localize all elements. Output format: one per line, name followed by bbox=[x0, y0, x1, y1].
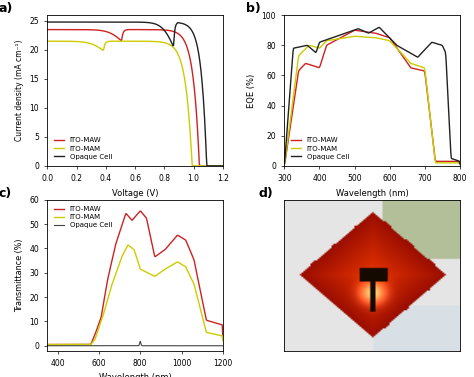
Y-axis label: EQE (%): EQE (%) bbox=[247, 74, 256, 107]
X-axis label: Wavelength (nm): Wavelength (nm) bbox=[99, 374, 172, 377]
Legend: ITO-MAW, ITO-MAM, Opaque Cell: ITO-MAW, ITO-MAM, Opaque Cell bbox=[288, 135, 352, 162]
Text: b): b) bbox=[246, 2, 261, 15]
Y-axis label: Transmittance (%): Transmittance (%) bbox=[15, 239, 24, 312]
Legend: ITO-MAW, ITO-MAM, Opaque Cell: ITO-MAW, ITO-MAM, Opaque Cell bbox=[51, 135, 115, 162]
Legend: ITO-MAW, ITO-MAM, Opaque Cell: ITO-MAW, ITO-MAM, Opaque Cell bbox=[51, 203, 115, 231]
X-axis label: Voltage (V): Voltage (V) bbox=[112, 189, 158, 198]
Y-axis label: Current density (mA cm⁻¹): Current density (mA cm⁻¹) bbox=[15, 40, 24, 141]
X-axis label: Wavelength (nm): Wavelength (nm) bbox=[336, 189, 409, 198]
Text: c): c) bbox=[0, 187, 11, 200]
Text: d): d) bbox=[258, 187, 273, 200]
Text: a): a) bbox=[0, 2, 13, 15]
